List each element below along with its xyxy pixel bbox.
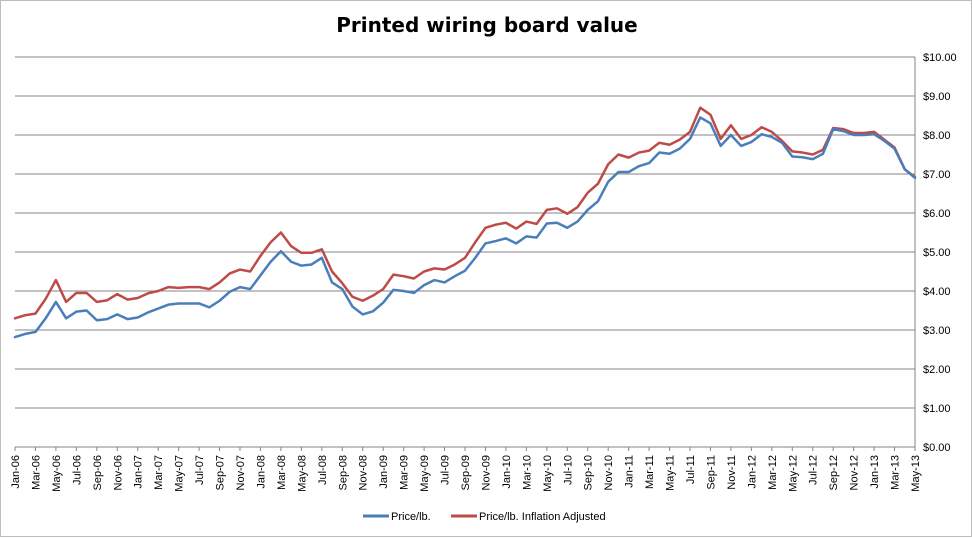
x-tick-label: Jan-09: [378, 455, 390, 489]
x-tick-label: Mar-13: [890, 455, 902, 490]
x-tick-label: Jul-10: [562, 455, 574, 485]
x-tick-label: Mar-06: [30, 455, 42, 490]
x-tick-label: Sep-09: [460, 455, 472, 490]
y-tick-label: $1.00: [923, 403, 951, 415]
y-tick-label: $6.00: [923, 208, 951, 220]
y-tick-label: $3.00: [923, 325, 951, 337]
x-tick-label: Jan-07: [133, 455, 145, 489]
x-tick-label: Sep-08: [337, 455, 349, 490]
x-tick-label: Mar-10: [521, 455, 533, 490]
x-tick-label: May-10: [542, 455, 554, 492]
x-tick-label: Nov-08: [358, 455, 370, 490]
x-tick-label: Jul-09: [440, 455, 452, 485]
y-tick-label: $2.00: [923, 364, 951, 376]
y-tick-label: $7.00: [923, 169, 951, 181]
x-tick-label: Nov-09: [480, 455, 492, 490]
y-tick-label: $5.00: [923, 247, 951, 259]
x-tick-label: Jan-11: [624, 455, 636, 488]
x-tick-label: Mar-07: [153, 455, 165, 490]
x-tick-label: Mar-12: [767, 455, 779, 490]
x-tick-label: Jan-12: [746, 455, 758, 489]
x-tick-label: Jul-12: [808, 455, 820, 485]
y-tick-label: $8.00: [923, 130, 951, 142]
x-tick-label: May-07: [174, 455, 186, 492]
x-tick-label: Sep-07: [215, 455, 227, 490]
x-tick-label: Jan-06: [10, 455, 22, 489]
x-tick-label: May-11: [665, 455, 677, 491]
x-tick-label: Sep-06: [92, 455, 104, 490]
y-tick-label: $9.00: [923, 91, 951, 103]
x-tick-label: Nov-10: [603, 455, 615, 490]
x-tick-label: Mar-11: [644, 455, 656, 489]
x-tick-label: May-12: [787, 455, 799, 492]
x-tick-label: Jul-07: [194, 455, 206, 485]
x-tick-label: Nov-07: [235, 455, 247, 490]
gridlines: [14, 56, 916, 451]
x-tick-label: Jan-10: [501, 455, 513, 489]
x-tick-label: Nov-11: [726, 455, 738, 490]
x-tick-label: Jul-11: [685, 455, 697, 484]
y-tick-label: $10.00: [923, 52, 957, 64]
x-tick-label: May-13: [910, 455, 922, 492]
legend: Price/lb. Price/lb. Inflation Adjusted: [363, 511, 606, 523]
series-line: [13, 106, 917, 320]
x-tick-label: May-09: [419, 455, 431, 492]
x-tick-label: Mar-09: [399, 455, 411, 490]
x-tick-label: May-08: [296, 455, 308, 492]
y-axis-tick-labels: $0.00 $1.00 $2.00 $3.00 $4.00 $5.00 $6.00 $7.00…: [923, 52, 957, 454]
x-tick-label: May-06: [51, 455, 63, 492]
series-line: [13, 116, 917, 339]
x-tick-label: Sep-12: [828, 455, 840, 490]
chart-title: Printed wiring board value: [336, 13, 638, 37]
x-tick-label: Sep-10: [583, 455, 595, 490]
x-tick-label: Sep-11: [705, 455, 717, 490]
x-tick-label: Jul-08: [317, 455, 329, 485]
x-tick-label: Jan-08: [255, 455, 267, 489]
legend-label: Price/lb.: [391, 511, 431, 523]
y-tick-label: $0.00: [923, 442, 951, 454]
y-tick-label: $4.00: [923, 286, 951, 298]
x-axis-tick-labels: Jan-06 Mar-06 May-06 Jul-06 Sep-06 Nov-06 Jan-…: [10, 455, 922, 492]
x-tick-label: Jan-13: [869, 455, 881, 489]
series-lines: [13, 106, 917, 339]
x-tick-label: Nov-12: [849, 455, 861, 490]
legend-label: Price/lb. Inflation Adjusted: [479, 511, 606, 523]
x-tick-label: Nov-06: [112, 455, 124, 490]
x-tick-label: Jul-06: [71, 455, 83, 485]
x-tick-label: Mar-08: [276, 455, 288, 490]
